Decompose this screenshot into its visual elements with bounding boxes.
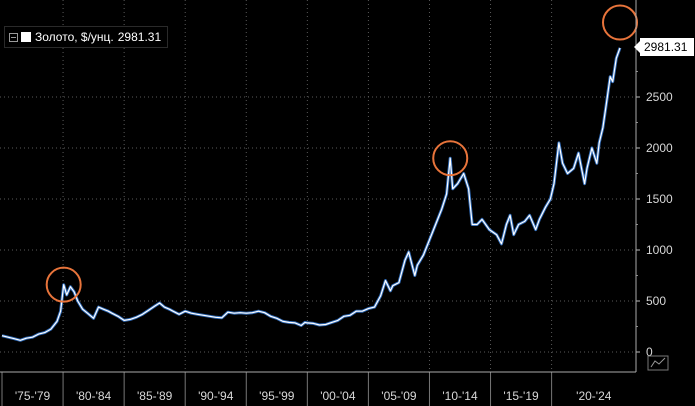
x-tick-label: '20-'24 (576, 389, 612, 403)
legend[interactable]: Золото, $/унц. 2981.31 (4, 26, 169, 48)
legend-series-label: Золото, $/унц. (35, 30, 114, 44)
y-tick-label: 2500 (646, 90, 673, 104)
legend-last-value: 2981.31 (117, 30, 162, 44)
y-axis: 0 500 1000 1500 2000 2500 (635, 0, 673, 372)
x-tick-label: '85-'89 (137, 389, 173, 403)
annotation-circle (45, 266, 82, 303)
collapse-icon[interactable] (9, 32, 18, 42)
x-tick-label: '10-'14 (442, 389, 478, 403)
x-tick-label: '75-'79 (15, 389, 51, 403)
chart-type-icon[interactable] (647, 355, 669, 371)
y-tick-label: 2000 (646, 141, 673, 155)
y-tick-label: 1500 (646, 192, 673, 206)
last-value-arrow (634, 41, 640, 53)
x-tick-label: '95-'99 (259, 389, 295, 403)
price-series (1, 47, 622, 342)
x-tick-label: '90-'94 (198, 389, 234, 403)
x-tick-label: '80-'84 (76, 389, 112, 403)
last-value-box (640, 38, 694, 56)
annotation-circle (602, 4, 638, 41)
series-swatch (21, 32, 31, 42)
y-tick-label: 500 (646, 294, 666, 308)
x-tick-label: '15-'19 (503, 389, 539, 403)
annotation-circles (45, 4, 638, 303)
x-tick-label: '00-'04 (320, 389, 356, 403)
annotation-circle (432, 140, 469, 177)
last-value-label: 2981.31 (644, 40, 688, 54)
y-tick-label: 0 (646, 345, 653, 359)
y-tick-label: 1000 (646, 243, 673, 257)
x-axis: '75-'79 '80-'84 '85-'89 '90-'94 '95-'99 '00-'… (0, 371, 636, 406)
last-value-marker: 2981.31 (634, 38, 694, 56)
x-tick-label: '05-'09 (381, 389, 417, 403)
series-line (1, 47, 621, 341)
series-line-shadow (1, 47, 622, 342)
